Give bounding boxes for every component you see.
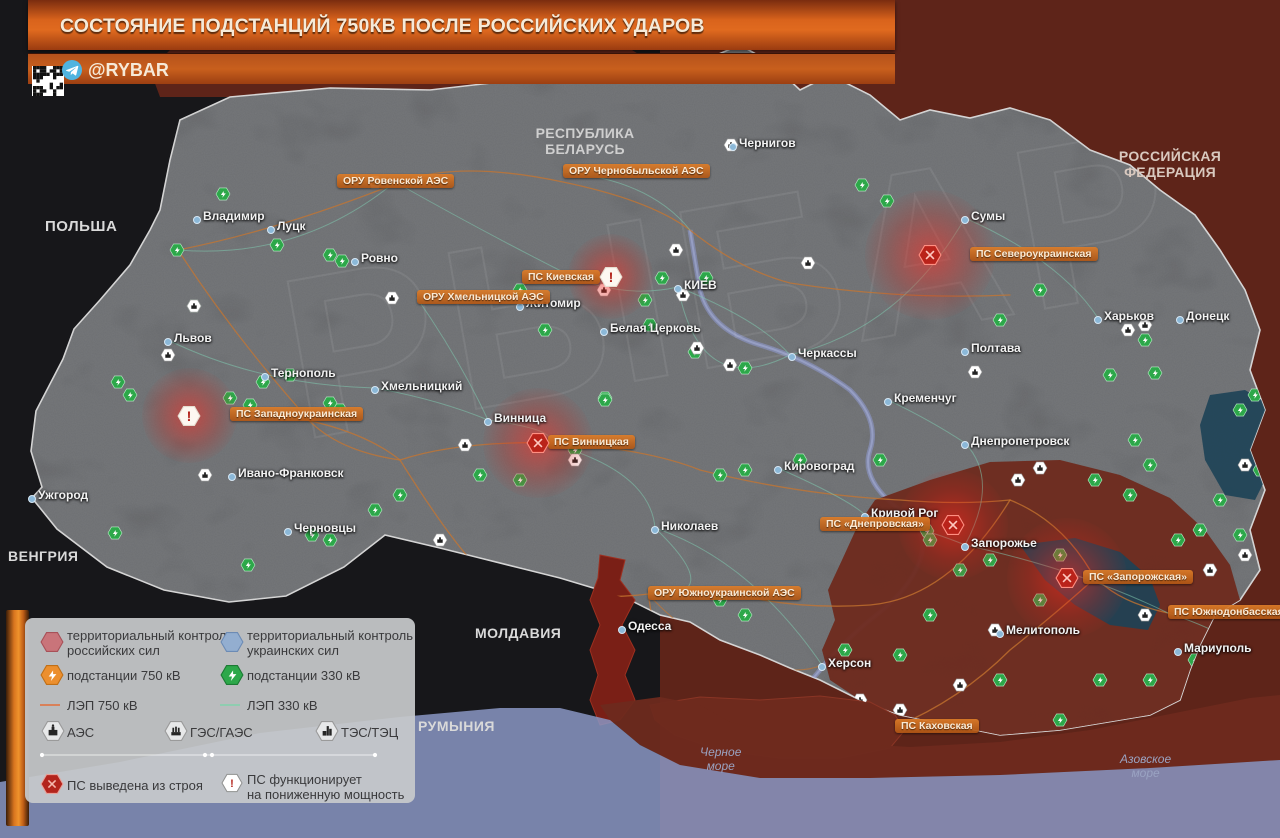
svg-text:!: ! — [609, 270, 614, 286]
svg-text:!: ! — [230, 778, 234, 790]
svg-text:!: ! — [187, 409, 192, 425]
